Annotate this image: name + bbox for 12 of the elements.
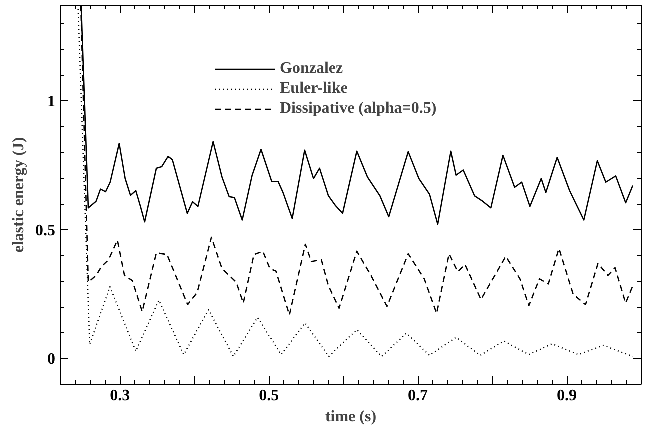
- y-tick-label: 0: [48, 351, 56, 368]
- x-axis-title: time (s): [325, 408, 377, 426]
- y-tick-label: 1: [48, 93, 56, 110]
- y-tick-label: 0.5: [36, 222, 56, 240]
- x-tick-label: 0.5: [259, 388, 280, 404]
- x-tick-label: 0.9: [557, 388, 578, 404]
- legend-label: Euler-like: [280, 80, 348, 98]
- x-tick-label: 0.3: [110, 388, 130, 404]
- y-axis-title: elastic energy (J): [10, 137, 28, 253]
- legend-label: Gonzalez: [280, 60, 344, 78]
- x-tick-label: 0.7: [408, 388, 428, 404]
- legend-label: Dissipative (alpha=0.5): [280, 100, 437, 118]
